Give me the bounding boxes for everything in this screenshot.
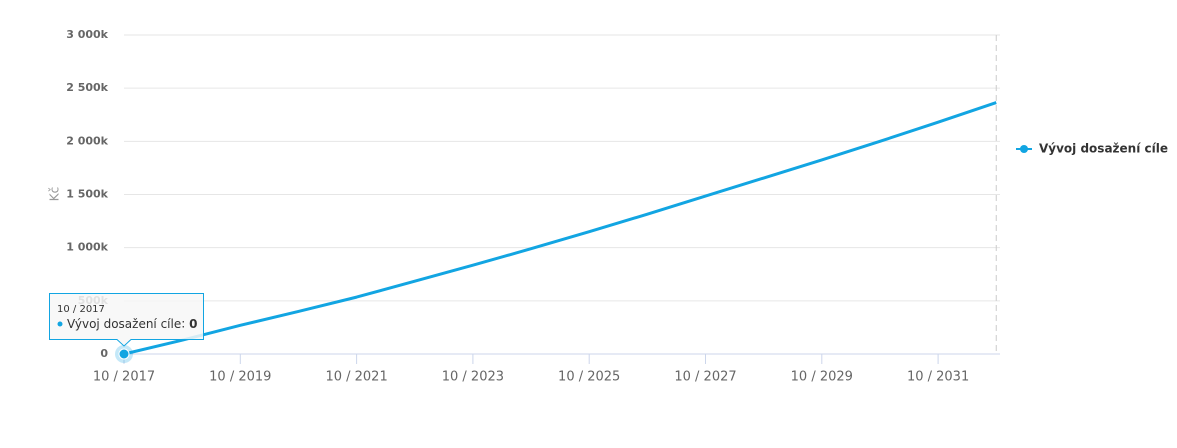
y-tick-label: 3 000k [66, 28, 108, 41]
x-tick-label: 10 / 2031 [907, 370, 969, 385]
x-tick-label: 10 / 2021 [325, 370, 387, 385]
tooltip-text: Vývoj dosažení cíle: 0 [67, 317, 197, 331]
legend-symbol [1020, 145, 1028, 153]
y-tick-label: 2 500k [66, 81, 108, 94]
y-tick-label: 2 000k [66, 134, 108, 147]
y-tick-label: 1 000k [66, 241, 108, 254]
tooltip-date: 10 / 2017 [57, 304, 105, 315]
y-axis-title: Kč [48, 187, 62, 201]
series-line [123, 101, 997, 356]
x-tick-label: 10 / 2023 [442, 370, 504, 385]
x-tick-label: 10 / 2017 [93, 370, 155, 385]
x-tick-label: 10 / 2025 [558, 370, 620, 385]
x-tick-label: 10 / 2029 [791, 370, 853, 385]
tooltip-box [49, 293, 204, 347]
x-tick-label: 10 / 2027 [674, 370, 736, 385]
tooltip-value: 0 [189, 317, 197, 331]
y-tick-label: 0 [100, 347, 108, 360]
x-tick-label: 10 / 2019 [209, 370, 271, 385]
tooltip-dot [57, 321, 63, 327]
legend-label: Vývoj dosažení cíle [1039, 142, 1168, 156]
y-tick-label: 1 500k [66, 188, 108, 201]
tooltip-series: Vývoj dosažení cíle [67, 317, 181, 331]
hover-point [118, 348, 130, 360]
